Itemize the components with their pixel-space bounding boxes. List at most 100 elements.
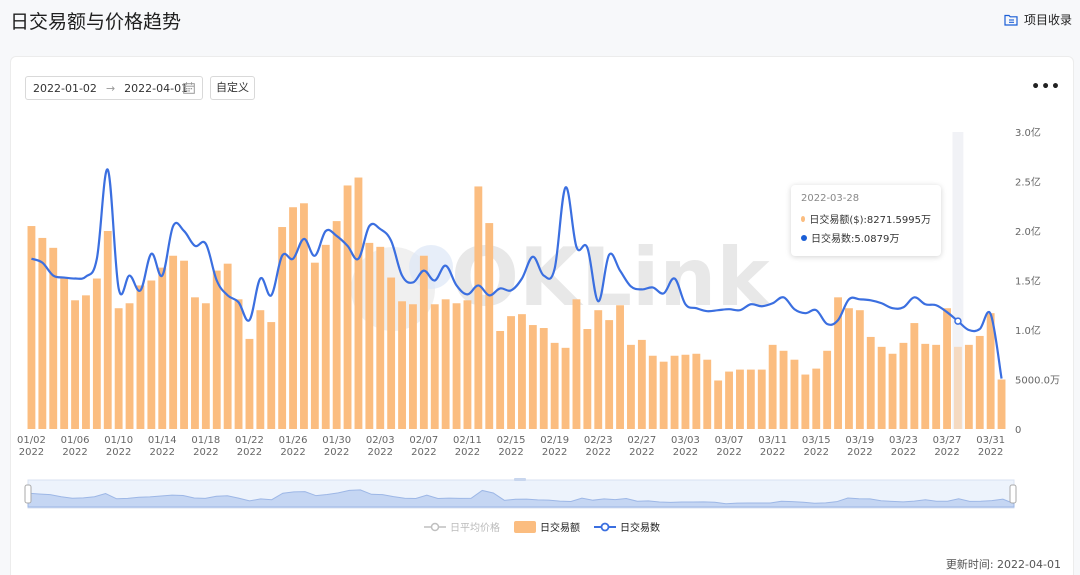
bar-03/19[interactable]	[855, 310, 864, 429]
bar-02/21[interactable]	[572, 299, 581, 429]
bar-01/24[interactable]	[267, 322, 276, 429]
bar-02/23[interactable]	[594, 310, 603, 429]
zoom-slider[interactable]	[24, 478, 1017, 509]
bar-03/21[interactable]	[877, 346, 886, 429]
bar-02/07[interactable]	[419, 255, 428, 429]
bar-01/20[interactable]	[223, 263, 232, 429]
bar-02/13[interactable]	[485, 223, 494, 429]
bar-02/26[interactable]	[627, 344, 635, 429]
slider-grip[interactable]	[514, 478, 526, 481]
legend-item-amount[interactable]: 日交易额	[514, 519, 580, 534]
chart-area[interactable]: OKLink 0 5000.0万 1.0亿 1.5亿 2.0亿 2.5亿 3.0亿 01/0…	[11, 57, 1075, 517]
slider-handle-left[interactable]	[24, 484, 32, 504]
bar-01/22[interactable]	[245, 338, 254, 429]
bar-01/28[interactable]	[310, 262, 319, 429]
collect-link[interactable]: 项目收录	[1004, 11, 1072, 28]
bar-02/18[interactable]	[539, 328, 548, 429]
bar-01/23[interactable]	[256, 310, 265, 429]
bar-03/04[interactable]	[692, 353, 701, 429]
bar-01/27[interactable]	[300, 203, 308, 429]
bar-03/23[interactable]	[899, 342, 908, 429]
bar-01/19[interactable]	[212, 270, 221, 429]
bar-02/22[interactable]	[583, 329, 592, 429]
legend-item-count[interactable]: 日交易数	[594, 519, 660, 534]
bar-01/16[interactable]	[180, 260, 188, 429]
bar-03/08[interactable]	[736, 369, 744, 429]
bar-02/20[interactable]	[561, 347, 570, 429]
bar-01/11[interactable]	[125, 303, 134, 429]
bar-01/10[interactable]	[114, 308, 123, 429]
calendar-icon[interactable]	[183, 82, 195, 97]
bar-03/22[interactable]	[888, 353, 897, 429]
bar-01/03[interactable]	[38, 237, 47, 429]
bar-03/27[interactable]	[943, 308, 951, 429]
bar-03/31[interactable]	[986, 313, 995, 429]
bar-02/02[interactable]	[365, 242, 374, 429]
bar-02/10[interactable]	[452, 303, 461, 429]
bar-01/17[interactable]	[191, 297, 199, 429]
bar-03/25[interactable]	[921, 343, 930, 429]
bar-02/04[interactable]	[387, 277, 396, 429]
bar-02/08[interactable]	[430, 304, 439, 429]
legend-item-avg-price[interactable]: 日平均价格	[424, 519, 500, 534]
bar-03/16[interactable]	[823, 350, 832, 429]
bar-01/26[interactable]	[289, 207, 297, 429]
bar-01/18[interactable]	[201, 303, 210, 429]
bar-01/13[interactable]	[147, 280, 156, 430]
bar-02/16[interactable]	[518, 314, 526, 429]
bar-03/13[interactable]	[790, 359, 799, 429]
bar-01/30[interactable]	[332, 221, 341, 429]
bar-03/17[interactable]	[834, 297, 842, 429]
date-range-picker[interactable]: 2022-01-02 → 2022-04-01	[25, 76, 203, 100]
bar-01/02[interactable]	[27, 226, 36, 429]
bar-03/02[interactable]	[670, 355, 679, 429]
bar-02/24[interactable]	[605, 320, 614, 429]
bar-01/07[interactable]	[82, 295, 90, 429]
bar-01/31[interactable]	[343, 185, 352, 429]
bar-03/20[interactable]	[866, 336, 875, 429]
custom-range-button[interactable]: 自定义	[210, 76, 255, 100]
bar-03/10[interactable]	[757, 369, 766, 429]
bar-01/25[interactable]	[278, 227, 287, 429]
bar-03/05[interactable]	[703, 359, 712, 429]
bar-03/24[interactable]	[910, 323, 919, 429]
bar-03/01[interactable]	[659, 361, 668, 429]
slider-handle-right[interactable]	[1009, 484, 1017, 504]
bar-03/15[interactable]	[812, 368, 821, 429]
start-date[interactable]: 2022-01-02	[33, 81, 97, 95]
bar-02/15[interactable]	[507, 316, 515, 429]
bar-02/12[interactable]	[474, 186, 483, 429]
bar-01/05[interactable]	[60, 278, 69, 429]
bar-03/14[interactable]	[801, 374, 810, 429]
more-options-icon[interactable]: •••	[1031, 79, 1061, 95]
bar-03/03[interactable]	[681, 354, 690, 429]
bar-04/01[interactable]	[997, 379, 1006, 430]
bar-02/06[interactable]	[409, 304, 417, 429]
bar-01/04[interactable]	[49, 247, 58, 429]
series-line-count[interactable]	[31, 168, 1003, 379]
bar-01/06[interactable]	[71, 300, 79, 429]
bar-01/29[interactable]	[321, 244, 330, 429]
bar-02/05[interactable]	[398, 301, 406, 429]
bar-03/11[interactable]	[768, 344, 777, 429]
bar-03/29[interactable]	[964, 344, 973, 429]
bar-02/25[interactable]	[616, 305, 624, 429]
bar-03/09[interactable]	[746, 369, 755, 429]
bar-03/28[interactable]	[954, 346, 962, 429]
bar-02/14[interactable]	[496, 330, 505, 429]
bar-02/27[interactable]	[637, 339, 646, 429]
end-date[interactable]: 2022-04-01	[124, 81, 189, 95]
bar-03/07[interactable]	[725, 371, 733, 429]
bar-01/15[interactable]	[169, 255, 178, 429]
bar-02/09[interactable]	[441, 299, 450, 429]
bar-03/06[interactable]	[714, 380, 723, 429]
bar-03/12[interactable]	[779, 350, 788, 429]
bar-02/03[interactable]	[376, 246, 385, 429]
bar-03/30[interactable]	[975, 335, 984, 429]
bar-01/09[interactable]	[103, 231, 112, 429]
bar-02/11[interactable]	[463, 300, 472, 429]
bar-03/26[interactable]	[932, 344, 941, 429]
bar-01/14[interactable]	[158, 267, 167, 429]
bar-02/17[interactable]	[528, 325, 537, 429]
bar-01/12[interactable]	[136, 285, 145, 429]
